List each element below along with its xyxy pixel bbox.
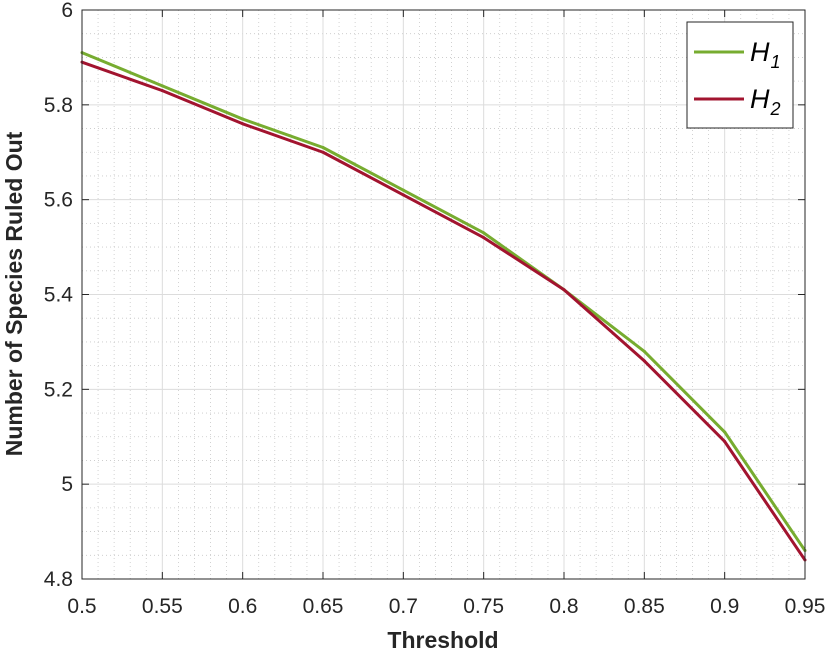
- data-point-h1: [160, 84, 164, 88]
- series-layer: [80, 51, 807, 562]
- y-tick-label: 5: [61, 473, 73, 496]
- data-point-h1: [482, 231, 486, 235]
- y-tick-label: 5.4: [44, 284, 74, 307]
- data-point-h1: [321, 146, 325, 150]
- legend-label-h2: H2: [750, 84, 781, 119]
- x-tick-label: 0.95: [785, 595, 826, 618]
- data-point-h2: [482, 236, 486, 240]
- y-axis-ticks: 4.8 5 5.2 5.4 5.6 5.8 6: [44, 0, 805, 591]
- y-tick-label: 5.8: [44, 94, 73, 117]
- data-point-h1: [723, 430, 727, 434]
- data-point-h2: [160, 89, 164, 93]
- legend-box: [686, 21, 794, 129]
- x-axis-title: Threshold: [387, 627, 498, 653]
- data-point-h2: [642, 359, 646, 363]
- legend: H1 H2: [686, 21, 794, 129]
- x-axis-ticks: 0.5 0.55 0.6 0.65 0.7 0.75 0.8 0.85 0.9 0.95: [67, 10, 825, 618]
- x-tick-label: 0.55: [142, 595, 183, 618]
- data-point-h2: [723, 439, 727, 443]
- data-point-h1: [241, 117, 245, 121]
- data-point-h2: [401, 193, 405, 197]
- x-tick-label: 0.65: [303, 595, 344, 618]
- y-axis-title: Number of Species Ruled Out: [1, 131, 27, 456]
- data-point-h2: [321, 150, 325, 154]
- y-tick-label: 4.8: [44, 568, 73, 591]
- series-line-h2: [81, 60, 807, 561]
- x-tick-label: 0.8: [549, 595, 578, 618]
- legend-label-h1: H1: [750, 37, 781, 72]
- x-tick-label: 0.7: [389, 595, 418, 618]
- data-point-h1: [401, 188, 405, 192]
- x-tick-label: 0.5: [67, 595, 96, 618]
- x-tick-label: 0.6: [228, 595, 257, 618]
- y-tick-label: 6: [61, 0, 73, 22]
- data-point-h2: [562, 288, 566, 292]
- x-tick-label: 0.9: [710, 595, 739, 618]
- data-point-h2: [241, 122, 245, 126]
- data-point-h1: [642, 349, 646, 353]
- x-tick-label: 0.75: [463, 595, 504, 618]
- series-line-h1: [81, 51, 807, 552]
- y-tick-label: 5.6: [44, 189, 73, 212]
- y-tick-label: 5.2: [44, 378, 73, 401]
- x-tick-label: 0.85: [624, 595, 665, 618]
